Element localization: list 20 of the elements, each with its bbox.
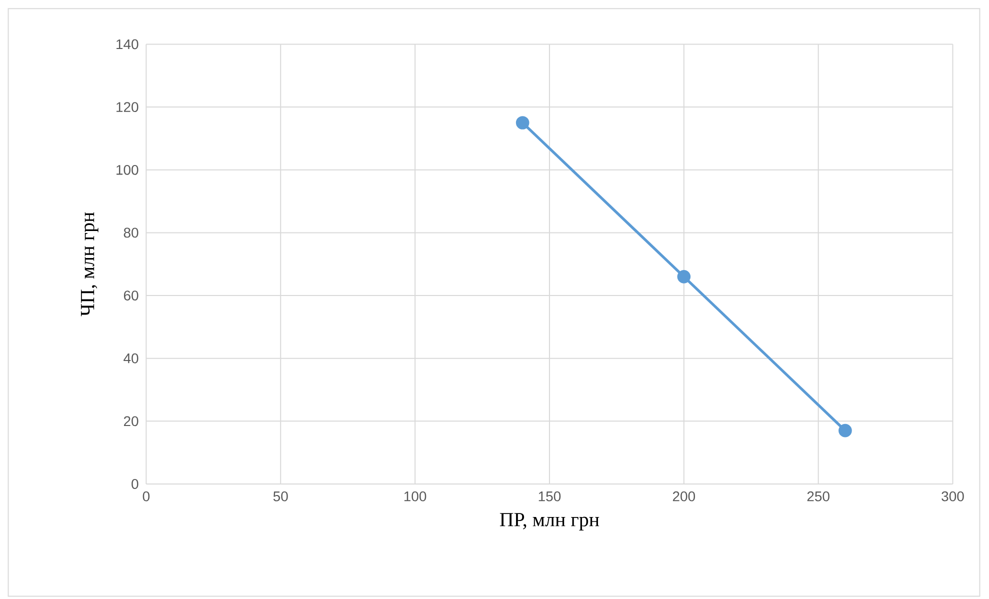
x-tick-label: 100 bbox=[404, 491, 426, 502]
x-tick-label: 250 bbox=[807, 491, 830, 502]
y-tick-label: 0 bbox=[132, 478, 138, 489]
x-tick-label: 0 bbox=[142, 491, 150, 502]
y-tick-label: 140 bbox=[116, 39, 138, 50]
y-tick-label: 60 bbox=[124, 290, 138, 300]
x-tick-label: 150 bbox=[538, 491, 561, 502]
point bbox=[516, 116, 530, 130]
y-tick-label: 120 bbox=[116, 102, 138, 112]
y-axis-title: ЧП, млн грн bbox=[80, 212, 98, 316]
y-tick-label: 100 bbox=[116, 164, 138, 175]
x-tick-label: 300 bbox=[942, 491, 964, 502]
point bbox=[677, 270, 691, 284]
x-tick-label: 50 bbox=[273, 491, 288, 502]
y-tick-label: 80 bbox=[124, 228, 138, 238]
x-tick-label: 200 bbox=[672, 491, 696, 502]
y-tick-label: 40 bbox=[124, 353, 138, 364]
x-axis-title: ПР, млн грн bbox=[500, 513, 600, 530]
y-tick-label: 20 bbox=[124, 416, 138, 426]
point bbox=[838, 424, 852, 438]
